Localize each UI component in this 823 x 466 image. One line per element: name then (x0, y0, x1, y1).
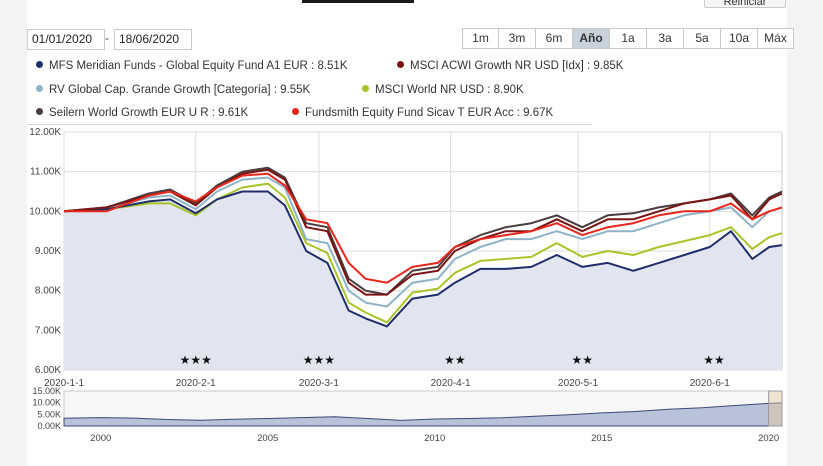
legend-item-msci-acwi-growth[interactable]: MSCI ACWI Growth NR USD [Idx] : 9.85K (397, 60, 623, 72)
legend-label: Seilern World Growth EUR U R : 9.61K (49, 107, 249, 119)
legend-swatch (292, 108, 299, 115)
legend-divider (27, 124, 592, 125)
legend-swatch (397, 61, 404, 68)
range-button[interactable]: 1m (462, 28, 499, 49)
legend-label: MSCI World NR USD : 8.90K (375, 84, 524, 96)
range-button[interactable]: 10a (720, 28, 758, 49)
legend-item-mfs-meridian[interactable]: MFS Meridian Funds - Global Equity Fund … (36, 60, 348, 72)
range-button[interactable]: 3a (646, 28, 684, 49)
legend-label: Fundsmith Equity Fund Sicav T EUR Acc : … (305, 107, 554, 119)
legend-label: MFS Meridian Funds - Global Equity Fund … (49, 60, 348, 72)
legend-item-seilern[interactable]: Seilern World Growth EUR U R : 9.61K (36, 107, 248, 119)
date-to-input[interactable]: 18/06/2020 (114, 29, 192, 50)
legend-item-fundsmith[interactable]: Fundsmith Equity Fund Sicav T EUR Acc : … (292, 107, 553, 119)
legend-label: RV Global Cap. Grande Growth [Categoría]… (49, 84, 311, 96)
active-tab-indicator (302, 0, 414, 3)
date-separator: - (105, 31, 109, 45)
range-button[interactable]: 1a (609, 28, 647, 49)
date-from-input[interactable]: 01/01/2020 (27, 29, 105, 50)
range-button[interactable]: 3m (498, 28, 536, 49)
range-button[interactable]: Año (572, 28, 610, 49)
legend-item-rv-global[interactable]: RV Global Cap. Grande Growth [Categoría]… (36, 84, 310, 96)
legend-swatch (362, 85, 369, 92)
legend-swatch (36, 108, 43, 115)
reset-button[interactable]: Reiniciar (704, 0, 786, 8)
range-button[interactable]: 6m (535, 28, 573, 49)
legend-label: MSCI ACWI Growth NR USD [Idx] : 9.85K (410, 60, 624, 72)
legend-swatch (36, 61, 43, 68)
legend-swatch (36, 85, 43, 92)
range-button[interactable]: Máx (757, 28, 794, 49)
range-selector: 1m 3m 6m Año 1a 3a 5a 10a Máx (462, 28, 794, 49)
range-button[interactable]: 5a (683, 28, 721, 49)
legend-item-msci-world[interactable]: MSCI World NR USD : 8.90K (362, 84, 524, 96)
